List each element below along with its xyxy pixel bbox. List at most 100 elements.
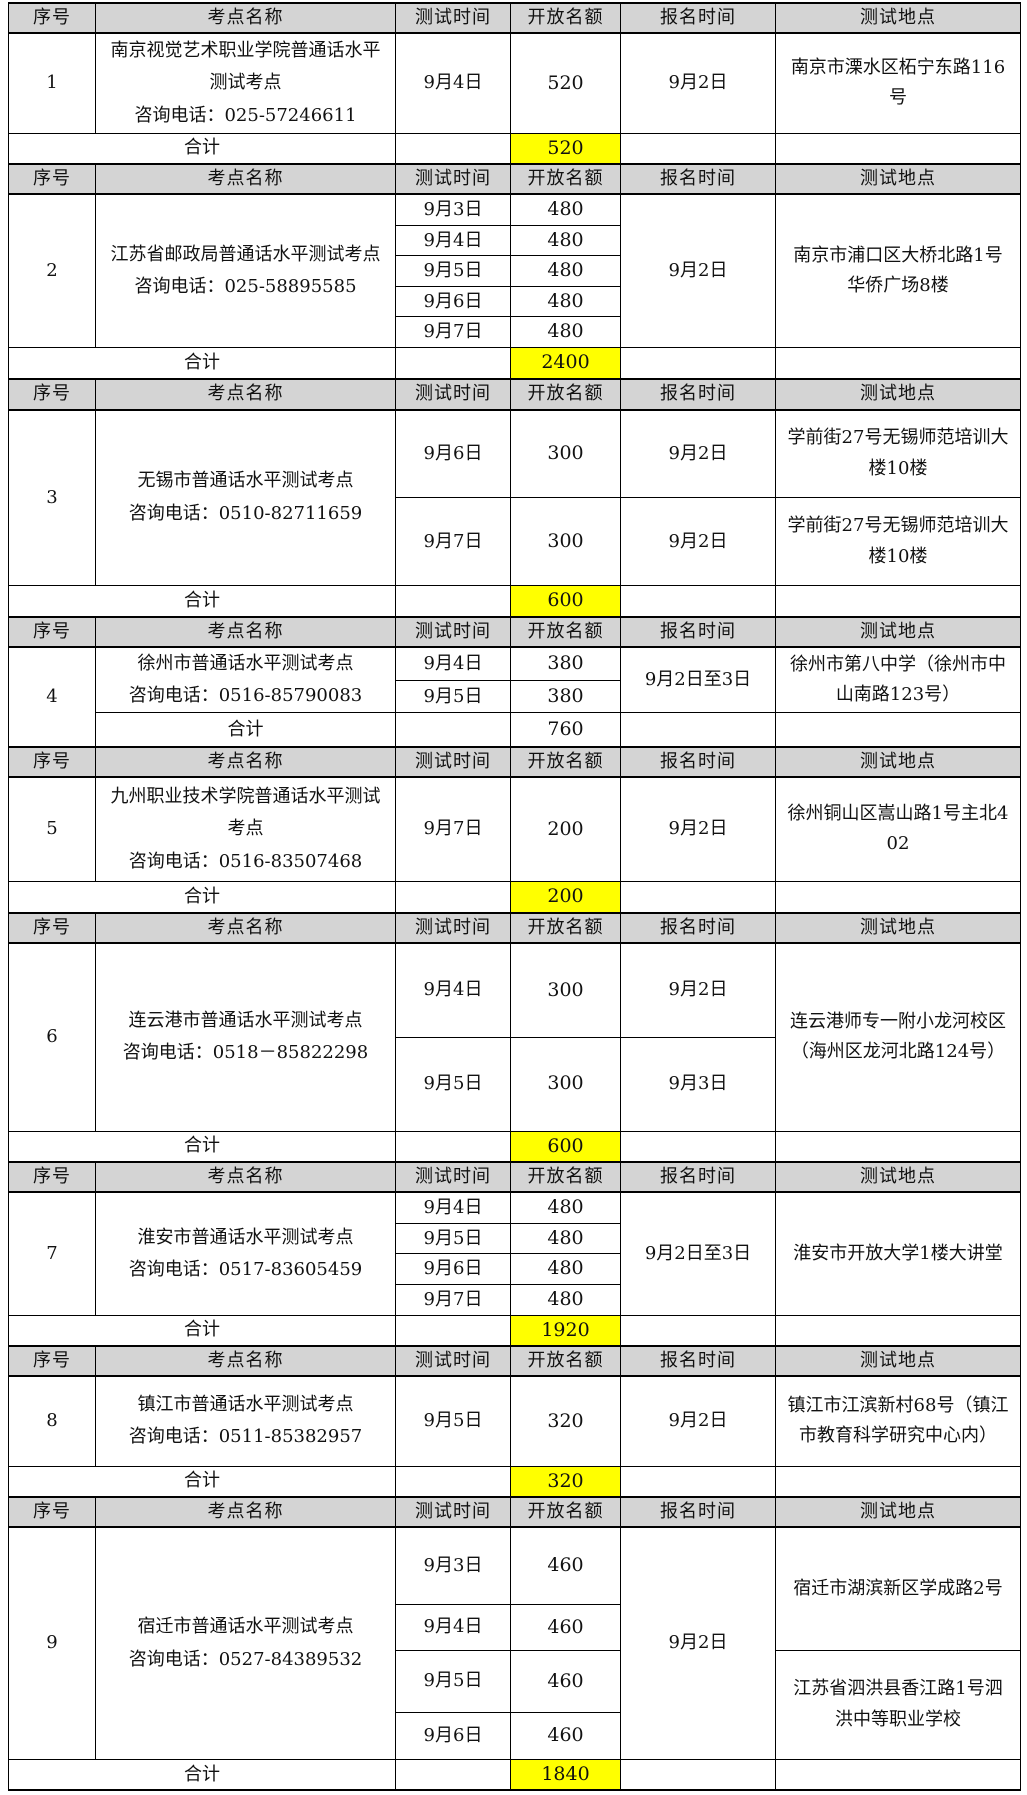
- signup-cell: 9月2日: [620, 1375, 776, 1467]
- total-value-cell: 760: [510, 712, 621, 748]
- quota-cell: 480: [510, 316, 621, 348]
- index-cell: 2: [8, 193, 96, 348]
- total-label-cell: 合计: [8, 1465, 396, 1498]
- col-header-site: 考点名称: [95, 1161, 396, 1194]
- venue-cell: 南京市浦口区大桥北路1号华侨广场8楼: [775, 193, 1021, 348]
- table-row: 9月4日 480: [9, 224, 1021, 257]
- date-cell: 9月5日: [395, 1036, 511, 1132]
- total-row: 合计 600: [8, 585, 1021, 618]
- col-header-signup: 报名时间: [620, 1496, 776, 1529]
- empty-signup-cell: [620, 585, 776, 618]
- date-cell: 9月6日: [395, 1711, 511, 1760]
- header-row: 序号 考点名称 测试时间 开放名额 报名时间 测试地点: [8, 1345, 1021, 1378]
- header-row: 序号 考点名称 测试时间 开放名额 报名时间 测试地点: [8, 1496, 1021, 1529]
- index-cell: 3: [8, 409, 96, 587]
- date-cell: 9月3日: [395, 193, 511, 226]
- empty-date-cell: [395, 585, 511, 618]
- quota-cell: 300: [510, 409, 621, 499]
- quota-cell: 460: [510, 1526, 621, 1605]
- total-label-cell: 合计: [8, 346, 396, 380]
- quota-cell: 480: [510, 1283, 621, 1316]
- quota-cell: 480: [510, 1253, 621, 1285]
- col-header-site: 考点名称: [95, 745, 396, 779]
- table-row: 4 徐州市普通话水平测试考点 咨询电话：0516-85790083 9月4日 380 9月…: [8, 646, 1021, 748]
- table-row: 3 无锡市普通话水平测试考点 咨询电话：0510-82711659 9月6日 300 9月…: [8, 409, 1021, 587]
- quota-cell: 480: [510, 1222, 621, 1255]
- site-phone: 咨询电话：0511-85382957: [128, 1426, 363, 1448]
- site-name-cell: 镇江市普通话水平测试考点 咨询电话：0511-85382957: [95, 1375, 396, 1467]
- quota-cell: 480: [510, 193, 621, 226]
- col-header-signup: 报名时间: [620, 1345, 776, 1378]
- header-row: 序号 考点名称 测试时间 开放名额 报名时间 测试地点: [8, 1161, 1021, 1194]
- header-row: 序号 考点名称 测试时间 开放名额 报名时间 测试地点: [8, 912, 1021, 945]
- col-header-date: 测试时间: [395, 1, 511, 35]
- site-name: 淮安市普通话水平测试考点: [137, 1226, 354, 1248]
- col-header-venue: 测试地点: [775, 1, 1021, 35]
- col-header-no: 序号: [8, 1345, 96, 1378]
- quota-cell: 480: [510, 224, 621, 257]
- date-cell: 9月7日: [395, 1283, 511, 1316]
- venue-cell: 镇江市江滨新村68号（镇江市教育科学研究中心内）: [775, 1375, 1021, 1467]
- date-cell: 9月5日: [395, 1222, 511, 1255]
- total-row: 合计 1840: [8, 1758, 1021, 1791]
- empty-date-cell: [395, 880, 511, 914]
- empty-signup-cell: [620, 346, 776, 380]
- col-header-signup: 报名时间: [620, 378, 776, 411]
- col-header-no: 序号: [8, 745, 96, 779]
- site-name: 南京视觉艺术职业学院普通话水平测试考点: [110, 39, 381, 94]
- date-cell: 9月5日: [395, 679, 511, 714]
- empty-signup-cell: [620, 1130, 776, 1163]
- quota-cell: 520: [510, 32, 621, 134]
- table-body: 序号 考点名称 测试时间 开放名额 报名时间 测试地点 1 南京视觉艺术职业学院普通话水平测试…: [8, 1, 1021, 1791]
- empty-venue-cell: [775, 346, 1021, 380]
- col-header-site: 考点名称: [95, 378, 396, 411]
- site-name-cell: 徐州市普通话水平测试考点 咨询电话：0516-85790083: [95, 646, 396, 714]
- empty-signup-cell: [620, 1465, 776, 1498]
- col-header-quota: 开放名额: [510, 1496, 621, 1529]
- venue-cell: 连云港师专一附小龙河校区（海州区龙河北路124号）: [775, 942, 1021, 1132]
- quota-cell: 200: [510, 776, 621, 882]
- table-row: 9月5日 480: [9, 255, 1021, 287]
- signup-cell: 9月2日: [620, 1526, 776, 1760]
- col-header-site: 考点名称: [95, 1496, 396, 1529]
- col-header-site: 考点名称: [95, 163, 396, 196]
- table-row: 6 连云港市普通话水平测试考点 咨询电话：0518－85822298 9月4日 300 9…: [8, 942, 1021, 1132]
- total-value-cell: 600: [510, 585, 621, 618]
- quota-cell: 380: [510, 679, 621, 714]
- date-cell: 9月7日: [395, 497, 511, 587]
- date-cell: 9月3日: [395, 1526, 511, 1605]
- col-header-quota: 开放名额: [510, 1345, 621, 1378]
- date-cell: 9月4日: [395, 32, 511, 134]
- date-cell: 9月4日: [395, 646, 511, 681]
- empty-venue-cell: [775, 880, 1021, 914]
- col-header-quota: 开放名额: [510, 615, 621, 648]
- empty-signup-cell: [620, 712, 776, 748]
- date-cell: 9月5日: [395, 255, 511, 287]
- empty-venue-cell: [775, 1758, 1021, 1791]
- total-label-cell: 合计: [8, 1130, 396, 1163]
- index-cell: 5: [8, 776, 96, 882]
- total-label-cell: 合计: [8, 1758, 396, 1791]
- total-value-cell: 1920: [510, 1314, 621, 1347]
- empty-date-cell: [395, 1465, 511, 1498]
- total-row: 合计 200: [8, 880, 1021, 914]
- header-row: 序号 考点名称 测试时间 开放名额 报名时间 测试地点: [8, 745, 1021, 779]
- col-header-date: 测试时间: [395, 745, 511, 779]
- quota-cell: 380: [510, 646, 621, 681]
- empty-venue-cell: [775, 712, 1021, 748]
- site-name: 江苏省邮政局普通话水平测试考点: [110, 243, 381, 265]
- site-phone: 咨询电话：0516-83507468: [128, 850, 363, 872]
- total-value-cell: 520: [510, 132, 621, 165]
- signup-cell: 9月2日: [620, 32, 776, 134]
- index-cell: 7: [8, 1191, 96, 1316]
- quota-cell: 480: [510, 1191, 621, 1224]
- col-header-site: 考点名称: [95, 615, 396, 648]
- table-row: 9月5日 300 9月3日: [9, 1036, 1021, 1132]
- site-phone: 咨询电话：025-58895585: [134, 276, 357, 298]
- quota-cell: 320: [510, 1375, 621, 1467]
- col-header-quota: 开放名额: [510, 1, 621, 35]
- table-row: 9月7日 480: [9, 1283, 1021, 1316]
- col-header-venue: 测试地点: [775, 1161, 1021, 1194]
- date-cell: 9月5日: [395, 1649, 511, 1713]
- header-row: 序号 考点名称 测试时间 开放名额 报名时间 测试地点: [8, 615, 1021, 648]
